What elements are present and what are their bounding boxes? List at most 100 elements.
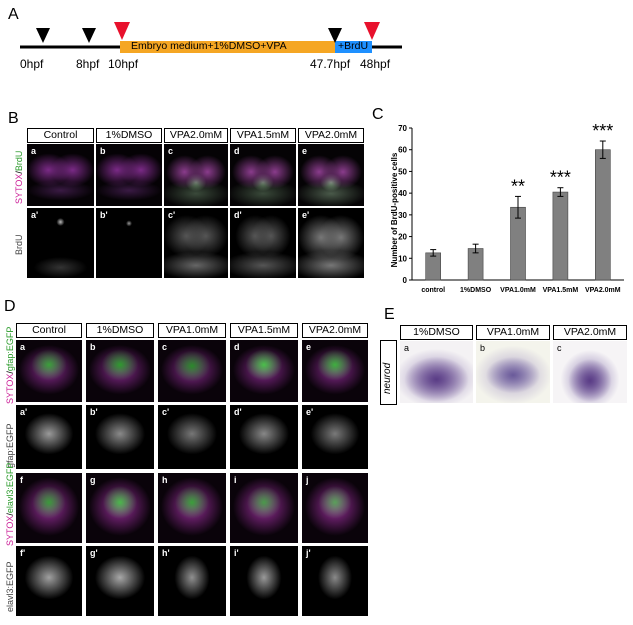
- marker-10hpf: [114, 22, 130, 40]
- b-header-4: VPA1.5mM: [230, 128, 296, 143]
- marker-47-7hpf: [328, 28, 342, 43]
- d-micrograph-label: c': [162, 407, 170, 417]
- d-micrograph-label: i: [234, 475, 237, 485]
- d-header-3: VPA1.0mM: [158, 323, 226, 338]
- b-header-5: VPA2.0mM: [298, 128, 364, 143]
- tick-label-48hpf: 48hpf: [360, 57, 391, 71]
- d-micrograph-label: c: [162, 342, 168, 352]
- brdu-label: +BrdU: [338, 40, 369, 52]
- chart-y-tick-label: 50: [398, 167, 407, 176]
- b-header-1: Control: [27, 128, 94, 143]
- d-micrograph-1-0: a': [16, 405, 82, 469]
- b-micrograph-b-prime: b': [96, 208, 162, 278]
- tick-label-8hpf: 8hpf: [76, 57, 100, 71]
- panel-letter-b: B: [8, 110, 19, 127]
- d-micrograph-3-4: j': [302, 546, 368, 616]
- marker-48hpf: [364, 22, 380, 40]
- treatment-bar: [120, 41, 335, 53]
- b-micrograph-d-prime: d': [230, 208, 296, 278]
- d-row2-side-label: gfap:EGFP: [5, 423, 15, 468]
- e-side-label: neurod: [382, 362, 393, 394]
- d-micrograph-2-4: j: [302, 473, 368, 543]
- b-micrograph-a: a: [27, 144, 94, 206]
- chart-bar-4: [595, 149, 611, 281]
- chart-bar-0: [425, 252, 442, 281]
- panel-letter-a: A: [8, 6, 19, 23]
- d-micrograph-label: f': [20, 548, 26, 558]
- b-micrograph-a-prime: a': [27, 208, 94, 278]
- b-row1-side-label: SYTOX/BrdU: [14, 150, 24, 204]
- chart-significance-2: **: [511, 176, 525, 196]
- tick-label-0hpf: 0hpf: [20, 57, 44, 71]
- d-micrograph-0-2: c: [158, 340, 226, 402]
- d-micrograph-2-1: g: [86, 473, 154, 543]
- d-micrograph-1-2: c': [158, 405, 226, 469]
- chart-x-tick-label-0: control: [421, 287, 445, 294]
- b-row2-side-label: BrdU: [14, 234, 24, 255]
- d-micrograph-label: d': [234, 407, 242, 417]
- d-micrograph-0-3: d: [230, 340, 298, 402]
- d-micrograph-label: e: [306, 342, 312, 352]
- d-row3-side-label: SYTOX/elavl3:EGFP: [5, 462, 15, 546]
- d-micrograph-3-1: g': [86, 546, 154, 616]
- d-micrograph-2-0: f: [16, 473, 82, 543]
- d-header-1: Control: [16, 323, 82, 338]
- d-micrograph-label: b': [90, 407, 98, 417]
- chart-y-tick-label: 30: [398, 211, 407, 220]
- d-micrograph-label: a': [20, 407, 28, 417]
- d-micrograph-label: d: [234, 342, 240, 352]
- b-micrograph-b: b: [96, 144, 162, 206]
- e-image-c: c: [553, 341, 627, 403]
- brdu-bar: [335, 41, 372, 53]
- chart-y-axis-label: Number of BrdU-positive cells: [390, 152, 399, 267]
- chart-x-tick-label-4: VPA2.0mM: [585, 287, 621, 294]
- b-micrograph-d: d: [230, 144, 296, 206]
- d-micrograph-1-4: e': [302, 405, 368, 469]
- d-micrograph-3-0: f': [16, 546, 82, 616]
- d-micrograph-1-1: b': [86, 405, 154, 469]
- d-micrograph-label: g: [90, 475, 96, 485]
- b-micrograph-c: c: [164, 144, 228, 206]
- d-header-4: VPA1.5mM: [230, 323, 298, 338]
- e-header-3: VPA2.0mM: [553, 325, 627, 340]
- d-micrograph-label: a: [20, 342, 26, 352]
- e-header-2: VPA1.0mM: [476, 325, 550, 340]
- d-micrograph-0-1: b: [86, 340, 154, 402]
- d-micrograph-2-2: h: [158, 473, 226, 543]
- panel-letter-c: C: [372, 106, 384, 123]
- d-header-2: 1%DMSO: [86, 323, 154, 338]
- marker-8hpf: [82, 28, 96, 43]
- chart-x-tick-label-1: 1%DMSO: [460, 287, 492, 294]
- treatment-label: Embryo medium+1%DMSO+VPA: [131, 40, 287, 52]
- chart-y-tick-label: 70: [398, 124, 407, 133]
- d-micrograph-label: g': [90, 548, 98, 558]
- d-micrograph-label: h': [162, 548, 170, 558]
- d-micrograph-label: j': [306, 548, 311, 558]
- b-header-3: VPA2.0mM: [164, 128, 228, 143]
- d-micrograph-label: e': [306, 407, 314, 417]
- panel-letter-d: D: [4, 298, 16, 315]
- timeline-diagram: [20, 22, 402, 53]
- panel-letter-e: E: [384, 306, 395, 323]
- tick-label-10hpf: 10hpf: [108, 57, 139, 71]
- tick-label-47-7hpf: 47.7hpf: [310, 57, 351, 71]
- chart-y-tick-label: 0: [403, 276, 408, 285]
- d-micrograph-2-3: i: [230, 473, 298, 543]
- e-image-b: b: [476, 341, 550, 403]
- b-header-2: 1%DMSO: [96, 128, 162, 143]
- chart-bar-3: [552, 191, 569, 281]
- d-micrograph-3-3: i': [230, 546, 298, 616]
- d-micrograph-3-2: h': [158, 546, 226, 616]
- chart-x-tick-label-2: VPA1.0mM: [500, 287, 536, 294]
- d-micrograph-label: f: [20, 475, 23, 485]
- d-micrograph-0-0: a: [16, 340, 82, 402]
- chart-y-tick-label: 20: [398, 233, 407, 242]
- chart-y-tick-label: 10: [398, 254, 407, 263]
- brdu-bar-chart: 0 10 20 30 40 50 60 70 control 1%DMSO VPA1.0mM ** VP…: [390, 121, 624, 294]
- d-micrograph-label: h: [162, 475, 168, 485]
- chart-y-tick-label: 60: [398, 146, 407, 155]
- d-row4-side-label: elavl3:EGFP: [5, 561, 15, 612]
- b-micrograph-c-prime: c': [164, 208, 228, 278]
- chart-significance-3: ***: [550, 168, 571, 188]
- e-side-box: [380, 340, 397, 405]
